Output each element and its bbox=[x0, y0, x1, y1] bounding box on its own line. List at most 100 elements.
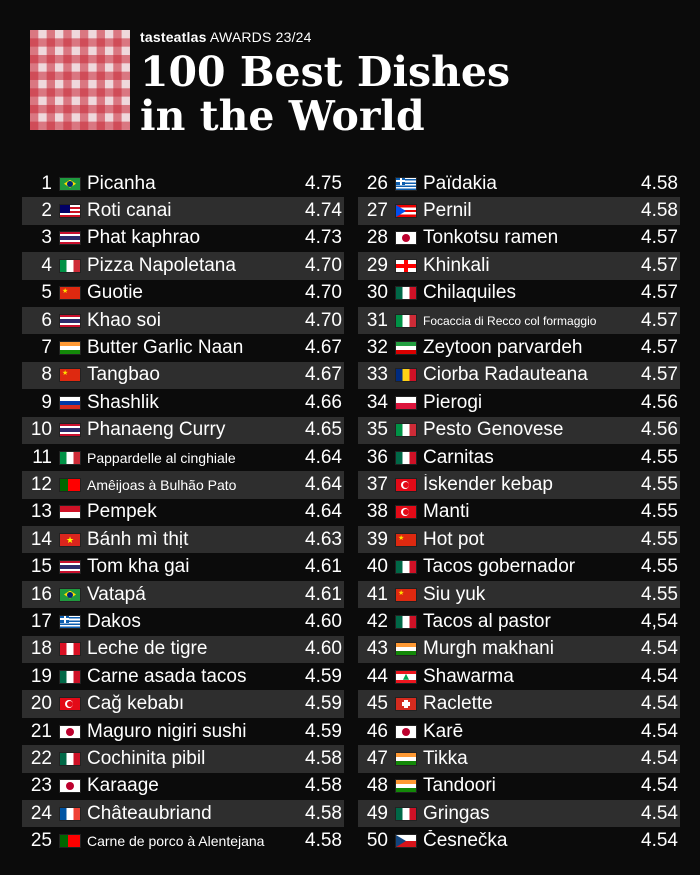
dish-rank: 40 bbox=[366, 556, 388, 578]
title-line-2: in the World bbox=[140, 92, 425, 140]
india-flag-icon bbox=[59, 341, 81, 356]
dish-rank: 26 bbox=[366, 172, 388, 194]
dish-row: 31 Focaccia di Recco col formaggio 4.57 bbox=[358, 306, 680, 335]
dish-name: Roti canai bbox=[87, 200, 172, 222]
dish-row: 24 Châteaubriand 4.58 bbox=[22, 799, 344, 828]
mexico-flag-icon bbox=[395, 286, 417, 301]
dish-score: 4.55 bbox=[641, 528, 678, 550]
dish-name: Maguro nigiri sushi bbox=[87, 720, 247, 742]
dish-name: Murgh makhani bbox=[423, 638, 554, 660]
dish-name: Guotie bbox=[87, 282, 143, 304]
dish-name: Gringas bbox=[423, 802, 490, 824]
dish-rank: 38 bbox=[366, 501, 388, 523]
dish-rank: 3 bbox=[41, 227, 52, 249]
dish-name: Siu yuk bbox=[423, 583, 486, 605]
title-line-1: 100 Best Dishes bbox=[140, 48, 511, 96]
dish-row: 43 Murgh makhani 4.54 bbox=[358, 635, 680, 664]
dish-row: 18 Leche de tigre 4.60 bbox=[22, 635, 344, 664]
dish-row: 7 Butter Garlic Naan 4.67 bbox=[22, 334, 344, 361]
japan-flag-icon bbox=[395, 724, 417, 739]
dish-name: Pesto Genovese bbox=[423, 419, 564, 441]
dish-rank: 50 bbox=[366, 830, 388, 852]
indonesia-flag-icon bbox=[59, 505, 81, 520]
dish-row: 27 Pernil 4.58 bbox=[358, 197, 680, 225]
dish-rank: 28 bbox=[366, 227, 388, 249]
dish-rank: 8 bbox=[41, 364, 52, 386]
dish-row: 45 Raclette 4.54 bbox=[358, 690, 680, 718]
dish-row: 26 Païdakia 4.58 bbox=[358, 170, 680, 197]
dish-rank: 24 bbox=[30, 802, 52, 824]
dish-row: 28 Tonkotsu ramen 4.57 bbox=[358, 225, 680, 252]
india-flag-icon bbox=[395, 751, 417, 766]
dish-rank: 15 bbox=[30, 556, 52, 578]
dish-row: 44 Shawarma 4.54 bbox=[358, 663, 680, 690]
lebanon-flag-icon bbox=[395, 669, 417, 684]
dish-name: Karaage bbox=[87, 775, 159, 797]
dish-name: Païdakia bbox=[423, 172, 497, 194]
mexico-flag-icon bbox=[395, 450, 417, 465]
mexico-flag-icon bbox=[59, 751, 81, 766]
thailand-flag-icon bbox=[59, 313, 81, 328]
greece-flag-icon bbox=[395, 176, 417, 191]
dish-name: Tangbao bbox=[87, 364, 160, 386]
dish-score: 4.61 bbox=[305, 583, 342, 605]
vietnam-flag-icon: ★ bbox=[59, 532, 81, 547]
dish-name: Phanaeng Curry bbox=[87, 419, 226, 441]
italy-flag-icon bbox=[395, 313, 417, 328]
dish-score: 4.55 bbox=[641, 556, 678, 578]
georgia-flag-icon bbox=[395, 258, 417, 273]
dish-row: 30 Chilaquiles 4.57 bbox=[358, 280, 680, 307]
dish-name: Leche de tigre bbox=[87, 638, 208, 660]
dish-name: Châteaubriand bbox=[87, 802, 212, 824]
dish-row: 40 Tacos gobernador 4.55 bbox=[358, 553, 680, 580]
peru-flag-icon bbox=[59, 642, 81, 657]
dish-score: 4,54 bbox=[641, 610, 678, 632]
dish-rank: 31 bbox=[366, 309, 388, 331]
turkey-flag-icon bbox=[395, 505, 417, 520]
awards-label: AWARDS 23/24 bbox=[209, 29, 312, 45]
dish-name: Carne asada tacos bbox=[87, 665, 247, 687]
dish-rank: 37 bbox=[366, 473, 388, 495]
czech-flag-icon bbox=[395, 834, 417, 849]
dish-name: Tonkotsu ramen bbox=[423, 227, 559, 249]
dish-row: 5 ★ Guotie 4.70 bbox=[22, 280, 344, 307]
dish-score: 4.65 bbox=[305, 419, 342, 441]
dish-name: Bánh mì thịt bbox=[87, 528, 189, 550]
dish-name: Hot pot bbox=[423, 528, 485, 550]
dish-score: 4.60 bbox=[305, 638, 342, 660]
dish-row: 8 ★ Tangbao 4.67 bbox=[22, 361, 344, 390]
dish-score: 4.57 bbox=[641, 337, 678, 359]
dish-score: 4.70 bbox=[305, 282, 342, 304]
dish-row: 22 Cochinita pibil 4.58 bbox=[22, 745, 344, 773]
dish-score: 4.54 bbox=[641, 747, 678, 769]
dish-name: Khinkali bbox=[423, 254, 490, 276]
brazil-flag-icon bbox=[59, 176, 81, 191]
dish-name: Tacos al pastor bbox=[423, 610, 551, 632]
brazil-flag-icon bbox=[59, 587, 81, 602]
dish-score: 4.54 bbox=[641, 693, 678, 715]
dish-name: Pempek bbox=[87, 501, 157, 523]
dish-name: Manti bbox=[423, 501, 470, 523]
dish-name: Focaccia di Recco col formaggio bbox=[423, 313, 597, 328]
dish-row: 9 Shashlik 4.66 bbox=[22, 389, 344, 416]
dish-rank: 12 bbox=[30, 473, 52, 495]
dish-score: 4.57 bbox=[641, 364, 678, 386]
dish-score: 4.67 bbox=[305, 364, 342, 386]
dish-score: 4.58 bbox=[305, 830, 342, 852]
dish-rank: 47 bbox=[366, 747, 388, 769]
italy-flag-icon bbox=[59, 450, 81, 465]
dish-rank: 13 bbox=[30, 501, 52, 523]
thailand-flag-icon bbox=[59, 423, 81, 438]
dish-row: 48 Tandoori 4.54 bbox=[358, 773, 680, 800]
dish-rank: 17 bbox=[30, 610, 52, 632]
switzerland-flag-icon bbox=[395, 697, 417, 712]
dish-name: Picanha bbox=[87, 172, 156, 194]
dish-score: 4.55 bbox=[641, 446, 678, 468]
dish-score: 4.64 bbox=[305, 446, 342, 468]
dish-score: 4.58 bbox=[305, 775, 342, 797]
dish-name: Carne de porco à Alentejana bbox=[87, 833, 265, 850]
dish-score: 4.60 bbox=[305, 610, 342, 632]
dish-row: 2 Roti canai 4.74 bbox=[22, 197, 344, 225]
dish-name: Butter Garlic Naan bbox=[87, 337, 244, 359]
greece-flag-icon bbox=[59, 614, 81, 629]
